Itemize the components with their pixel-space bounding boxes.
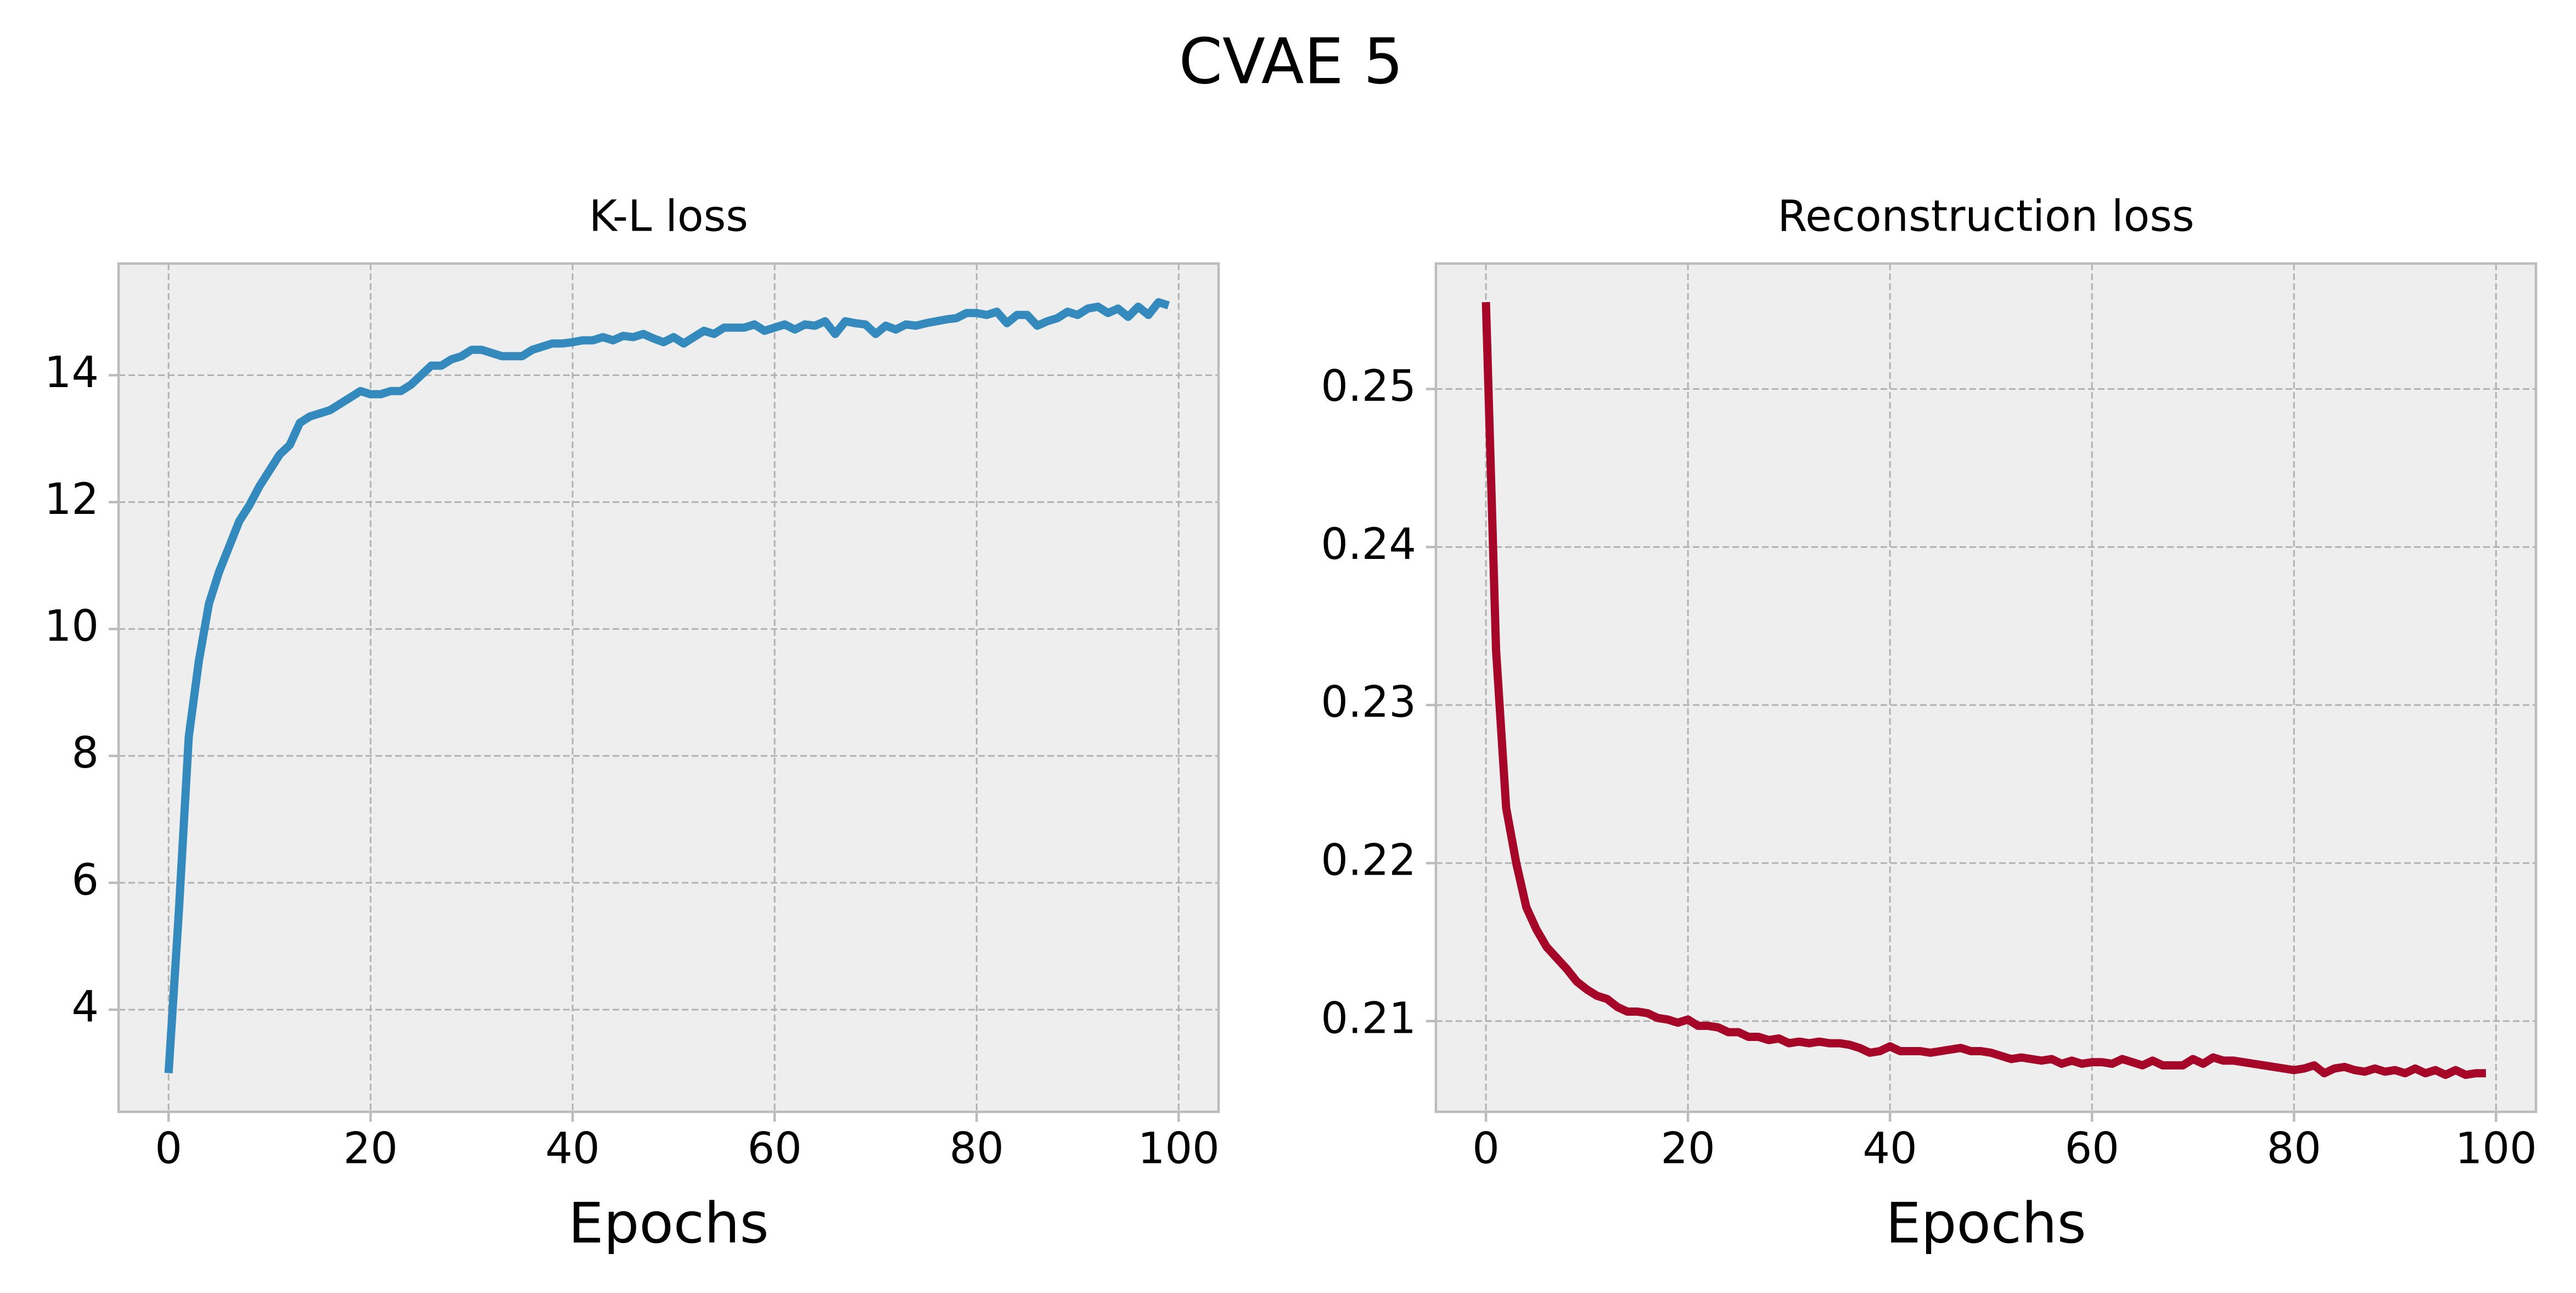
x-tick-label: 40 bbox=[546, 1124, 600, 1173]
y-tick-label: 8 bbox=[71, 729, 99, 778]
plot-frame bbox=[117, 262, 1220, 1113]
y-tick-label: 0.25 bbox=[1321, 362, 1416, 411]
y-tick-label: 0.21 bbox=[1321, 994, 1416, 1043]
x-tick-label: 60 bbox=[2065, 1124, 2119, 1173]
y-tick-label: 4 bbox=[71, 982, 99, 1032]
y-tick-label: 12 bbox=[44, 475, 99, 524]
x-tick-label: 80 bbox=[2267, 1124, 2321, 1173]
x-tick-label: 40 bbox=[1863, 1124, 1917, 1173]
y-tick-label: 14 bbox=[44, 348, 99, 398]
x-tick-label: 80 bbox=[950, 1124, 1004, 1173]
y-tick-label: 10 bbox=[44, 602, 99, 651]
y-tick-label: 0.22 bbox=[1321, 836, 1416, 885]
subplot-title: K-L loss bbox=[589, 192, 748, 241]
plot-frame bbox=[1434, 262, 2538, 1113]
x-tick-label: 60 bbox=[748, 1124, 802, 1173]
x-axis-label: Epochs bbox=[568, 1191, 768, 1256]
y-tick-label: 6 bbox=[71, 855, 99, 905]
plot-area bbox=[119, 264, 1219, 1112]
x-tick-label: 0 bbox=[1472, 1124, 1500, 1173]
x-tick-label: 100 bbox=[1138, 1124, 1220, 1173]
x-axis-label: Epochs bbox=[1885, 1191, 2086, 1256]
data-line bbox=[164, 298, 1170, 1073]
y-tick-label: 0.24 bbox=[1321, 520, 1416, 569]
x-tick-label: 20 bbox=[1661, 1124, 1715, 1173]
y-tick-label: 0.23 bbox=[1321, 678, 1416, 727]
data-line bbox=[1481, 302, 2486, 1079]
figure-title: CVAE 5 bbox=[1178, 25, 1403, 98]
plot-area bbox=[1436, 264, 2536, 1112]
x-tick-label: 20 bbox=[344, 1124, 398, 1173]
subplot-title: Reconstruction loss bbox=[1777, 192, 2194, 241]
x-tick-label: 100 bbox=[2455, 1124, 2537, 1173]
x-tick-label: 0 bbox=[155, 1124, 182, 1173]
